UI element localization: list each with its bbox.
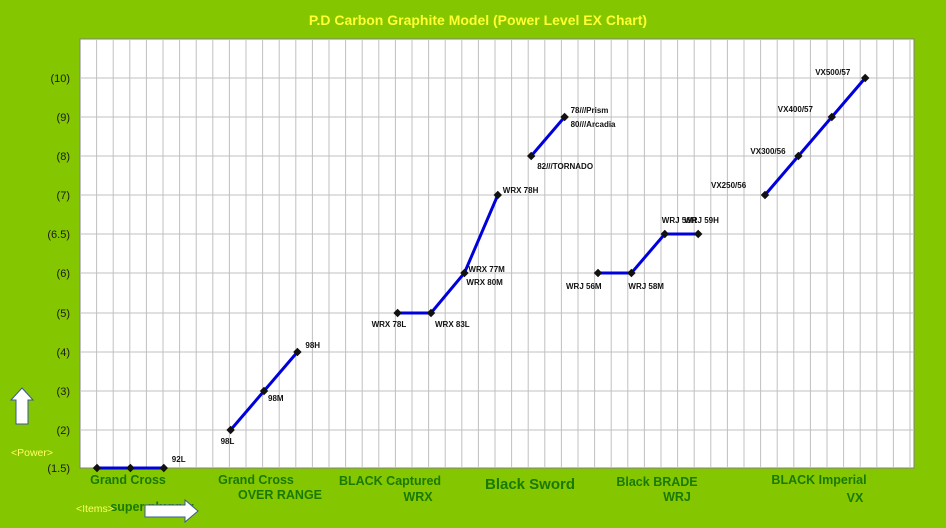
- group-label: BLACK Captured: [339, 474, 441, 488]
- y-tick-label: (9): [57, 112, 70, 124]
- group-label: Grand Cross: [90, 473, 166, 487]
- data-point-marker: [493, 190, 503, 200]
- chart-title: P.D Carbon Graphite Model (Power Level E…: [309, 12, 647, 28]
- plot-area: [79, 38, 915, 469]
- point-label: WRX 80M: [466, 278, 503, 287]
- data-point-marker: [159, 463, 169, 473]
- point-label: VX400/57: [778, 105, 814, 114]
- arrow-up-icon: [9, 387, 35, 425]
- point-label: 80///Arcadia: [571, 120, 616, 129]
- y-tick-label: (2): [57, 425, 70, 437]
- series-line: [598, 232, 699, 275]
- point-label: 92L: [172, 455, 186, 464]
- y-tick-label: (3): [57, 386, 70, 398]
- data-point-marker: [593, 268, 603, 278]
- point-label: VX300/56: [750, 147, 786, 156]
- point-label: 98M: [268, 394, 284, 403]
- series-line: [763, 77, 867, 196]
- point-label: WRX 77M: [468, 265, 505, 274]
- y-axis-label: <Power>: [11, 447, 53, 459]
- point-label: 98L: [221, 437, 235, 446]
- y-tick-label: (7): [57, 190, 70, 202]
- y-tick-label: (8): [57, 151, 70, 163]
- y-tick-label: (4): [57, 347, 70, 359]
- data-point-marker: [92, 463, 102, 473]
- group-label: Black BRADE: [616, 475, 697, 489]
- data-point-marker: [627, 268, 636, 278]
- point-label: WRJ 56M: [566, 282, 602, 291]
- data-point-marker: [426, 308, 436, 318]
- y-tick-label: (6): [57, 268, 70, 280]
- data-point-marker: [293, 347, 302, 357]
- y-axis: (1.5) (2) (3) (4) (5) (6) (6.5) (7) (8) (9) (10): [47, 73, 70, 475]
- point-label: WRX 78L: [372, 320, 407, 329]
- x-axis-label: <Items>: [76, 503, 114, 515]
- series-line: [397, 194, 500, 315]
- group-label: BLACK Imperial: [771, 473, 866, 487]
- arrow-right-icon: [144, 498, 199, 524]
- point-label: WRJ 56H: [662, 216, 697, 225]
- point-label: VX250/56: [711, 181, 747, 190]
- group-label: WRX: [403, 490, 433, 504]
- grid-lines: [80, 39, 914, 468]
- point-labels: 92L 98L 98M 98H WRX 78L WRX 83L WRX 77M WRX 78H…: [172, 68, 851, 464]
- data-point-marker: [226, 425, 235, 435]
- group-label: Black Sword: [485, 476, 575, 493]
- point-label: WRJ 59H: [684, 216, 719, 225]
- point-label: WRX 83L: [435, 320, 470, 329]
- point-label: 98H: [305, 341, 320, 350]
- y-tick-label: (6.5): [47, 229, 70, 241]
- group-label: Grand Cross: [218, 473, 294, 487]
- point-label: VX500/57: [815, 68, 851, 77]
- y-tick-label: (10): [50, 73, 70, 85]
- point-label: WRJ 58M: [628, 282, 664, 291]
- point-label: 82///TORNADO: [537, 162, 593, 171]
- y-tick-label: (1.5): [47, 463, 70, 475]
- group-label: VX: [847, 491, 864, 505]
- y-tick-label: (5): [57, 308, 70, 320]
- series-line: [530, 116, 566, 157]
- group-label: OVER RANGE: [238, 488, 322, 502]
- point-label: WRX 78H: [503, 186, 539, 195]
- point-label: 78///Prism: [571, 106, 609, 115]
- data-point-marker: [460, 268, 469, 278]
- data-point-marker: [259, 386, 269, 396]
- data-point-marker: [393, 308, 402, 318]
- group-label: WRJ: [663, 490, 691, 504]
